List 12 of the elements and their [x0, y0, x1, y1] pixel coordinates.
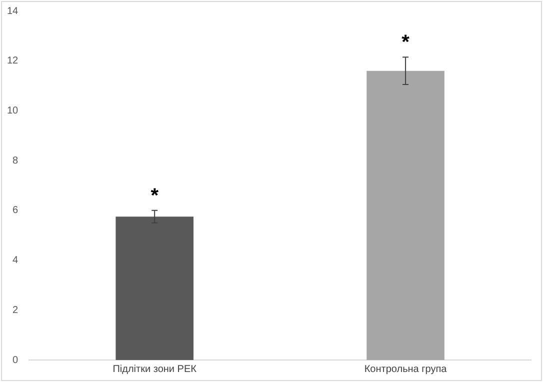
y-tick-label: 10 — [7, 105, 19, 116]
y-tick-label: 8 — [12, 155, 19, 166]
y-tick-label: 6 — [12, 205, 19, 216]
x-tick-label: Підлітки зони РЕК — [112, 364, 197, 375]
y-tick-label: 14 — [7, 6, 19, 17]
y-tick-label: 12 — [7, 56, 19, 67]
y-tick-label: 2 — [12, 304, 19, 316]
annotation: * — [402, 32, 410, 54]
annotation: * — [150, 184, 159, 207]
x-tick-label: Контрольна група — [364, 364, 448, 375]
y-tick-label: 0 — [12, 354, 19, 366]
y-tick-label: 4 — [12, 255, 19, 266]
